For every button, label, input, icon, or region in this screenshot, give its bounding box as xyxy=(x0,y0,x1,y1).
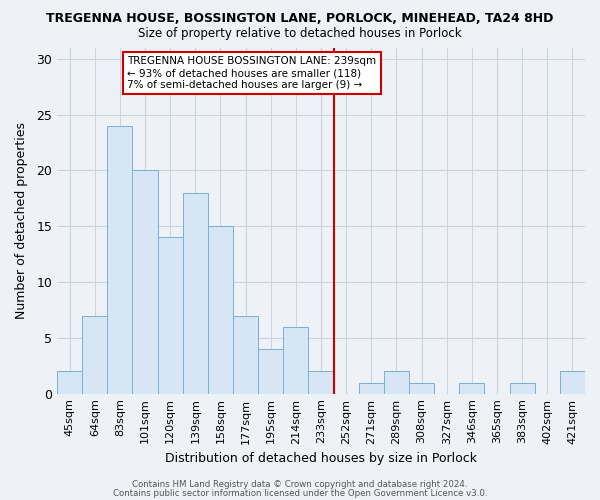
Text: Contains HM Land Registry data © Crown copyright and database right 2024.: Contains HM Land Registry data © Crown c… xyxy=(132,480,468,489)
Bar xyxy=(359,382,384,394)
Bar xyxy=(308,372,334,394)
Bar xyxy=(183,192,208,394)
Bar xyxy=(283,326,308,394)
X-axis label: Distribution of detached houses by size in Porlock: Distribution of detached houses by size … xyxy=(165,452,477,465)
Bar xyxy=(57,372,82,394)
Bar xyxy=(509,382,535,394)
Text: Contains public sector information licensed under the Open Government Licence v3: Contains public sector information licen… xyxy=(113,488,487,498)
Bar xyxy=(384,372,409,394)
Bar xyxy=(233,316,258,394)
Bar xyxy=(133,170,158,394)
Text: TREGENNA HOUSE BOSSINGTON LANE: 239sqm
← 93% of detached houses are smaller (118: TREGENNA HOUSE BOSSINGTON LANE: 239sqm ←… xyxy=(127,56,377,90)
Text: TREGENNA HOUSE, BOSSINGTON LANE, PORLOCK, MINEHEAD, TA24 8HD: TREGENNA HOUSE, BOSSINGTON LANE, PORLOCK… xyxy=(46,12,554,26)
Bar xyxy=(82,316,107,394)
Bar xyxy=(258,349,283,394)
Bar xyxy=(560,372,585,394)
Bar xyxy=(208,226,233,394)
Bar xyxy=(158,238,183,394)
Bar xyxy=(460,382,484,394)
Text: Size of property relative to detached houses in Porlock: Size of property relative to detached ho… xyxy=(138,28,462,40)
Y-axis label: Number of detached properties: Number of detached properties xyxy=(15,122,28,319)
Bar xyxy=(409,382,434,394)
Bar xyxy=(107,126,133,394)
